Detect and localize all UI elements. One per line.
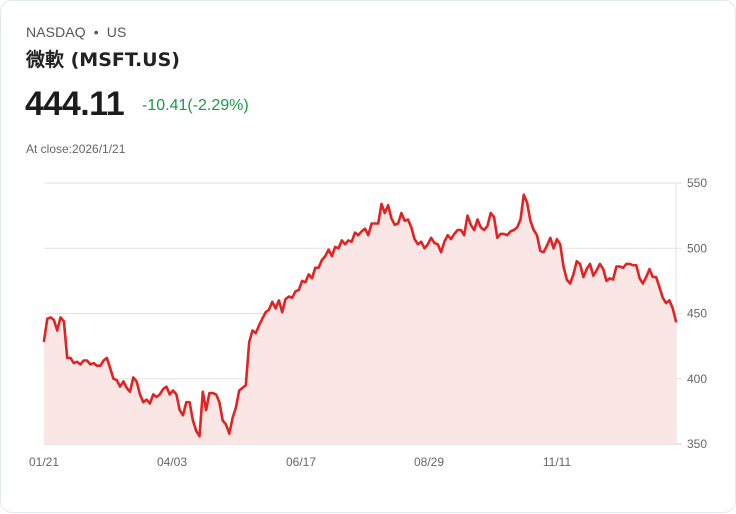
- close-date: At close:2026/1/21: [26, 142, 126, 156]
- x-tick-label: 08/29: [414, 455, 444, 469]
- separator-dot: •: [93, 24, 99, 40]
- y-tick-label: 400: [687, 372, 707, 386]
- y-tick-label: 550: [687, 176, 707, 190]
- x-tick-label: 06/17: [286, 455, 316, 469]
- exchange-label: NASDAQ • US: [26, 24, 126, 40]
- y-tick-label: 500: [687, 241, 707, 255]
- y-axis-labels: 350 400 450 500 550: [687, 176, 707, 451]
- price-change: -10.41(-2.29%): [142, 97, 249, 114]
- x-tick-label: 11/11: [543, 455, 572, 469]
- y-tick-label: 350: [687, 437, 707, 451]
- x-axis-labels: 01/21 04/03 06/17 08/29 11/11: [29, 455, 571, 469]
- x-tick-label: 04/03: [157, 455, 187, 469]
- stock-title: 微軟 (MSFT.US): [26, 49, 180, 71]
- price-area-fill: [44, 194, 676, 444]
- y-tick-label: 450: [687, 307, 707, 321]
- price-line: [42, 193, 678, 438]
- region-name: US: [106, 24, 127, 40]
- exchange-name: NASDAQ: [26, 24, 86, 40]
- x-tick-label: 01/21: [29, 455, 59, 469]
- current-price: 444.11: [25, 85, 125, 123]
